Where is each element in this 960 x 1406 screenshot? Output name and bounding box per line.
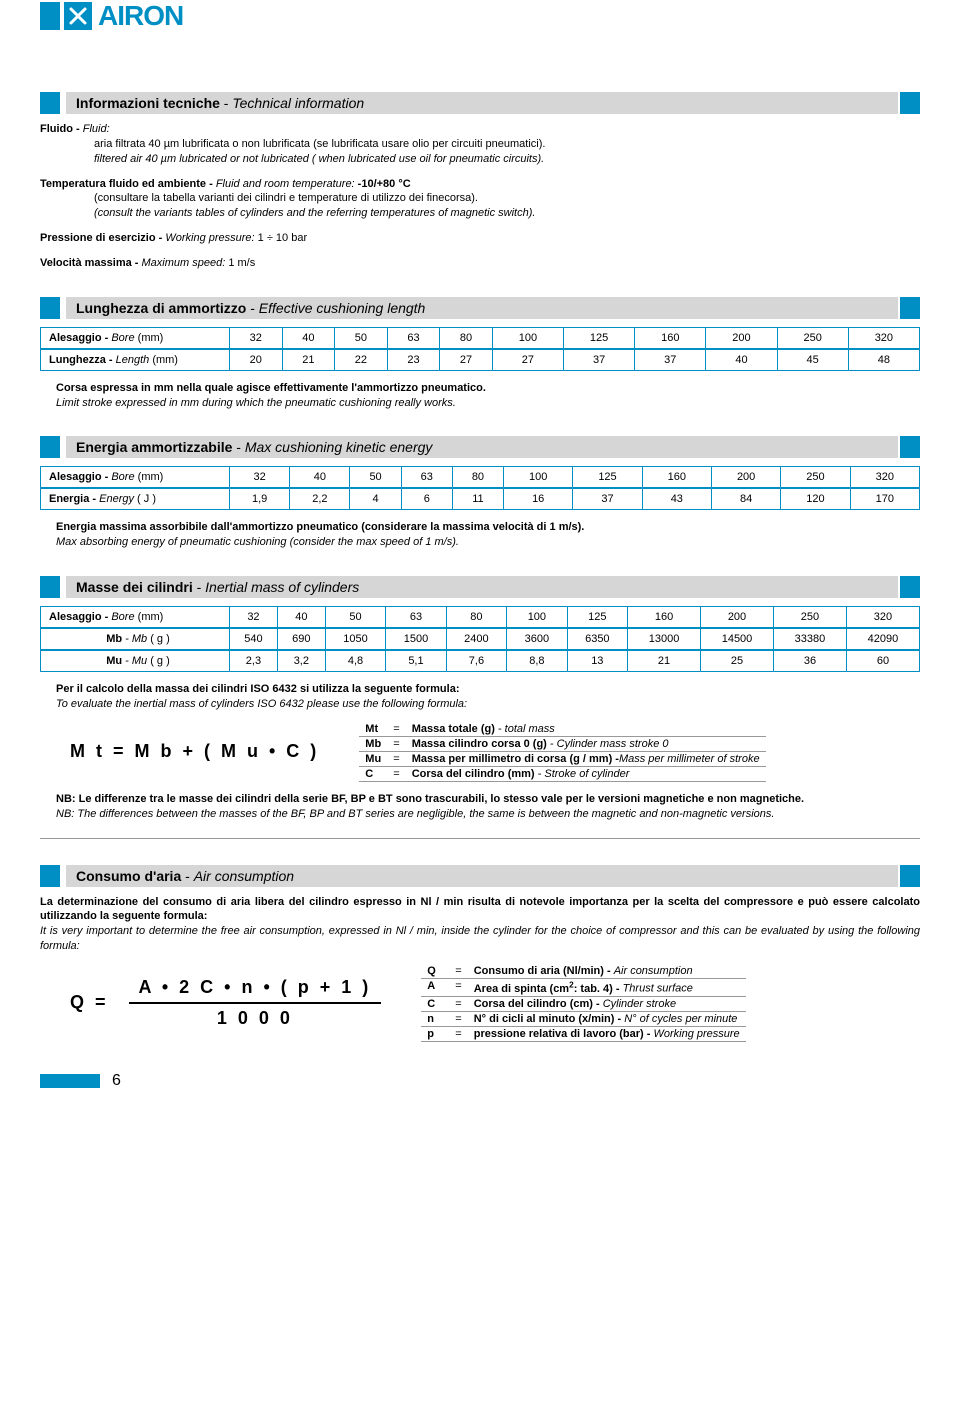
block-mass: Masse dei cilindri - Inertial mass of cy… — [40, 576, 920, 838]
section-header-mass: Masse dei cilindri - Inertial mass of cy… — [40, 576, 920, 598]
table-mass: Alesaggio - Bore (mm) 324050638010012516… — [40, 606, 920, 672]
section-header-air: Consumo d'aria - Air consumption — [40, 865, 920, 887]
formula-mass-wrap: M t = M b + ( M u • C ) Mt=Massa totale … — [70, 722, 920, 782]
logo-stripe — [40, 2, 60, 30]
note-mass-nb: NB: Le differenze tra le masse dei cilin… — [56, 792, 920, 822]
logo-text: AIRON — [98, 0, 183, 32]
legend-air: Q=Consumo di aria (Nl/min) - Air consump… — [421, 964, 745, 1042]
para-fluid: Fluido - Fluid: aria filtrata 40 µm lubr… — [40, 122, 920, 167]
note-mass-intro: Per il calcolo della massa dei cilindri … — [56, 682, 920, 712]
formula-air-wrap: Q = A • 2 C • n • ( p + 1 ) 1 0 0 0 Q=Co… — [70, 964, 920, 1042]
para-speed: Velocità massima - Maximum speed: 1 m/s — [40, 256, 920, 271]
block-energy: Energia ammortizzabile - Max cushioning … — [40, 436, 920, 550]
footer: 6 — [40, 1072, 920, 1090]
block-air: Consumo d'aria - Air consumption La dete… — [40, 865, 920, 1042]
table-row: Alesaggio - Bore (mm) 324050638010012516… — [40, 466, 920, 488]
page-number: 6 — [112, 1072, 121, 1090]
table-row: Lunghezza - Length (mm) 2021222327273737… — [40, 349, 920, 371]
section-header-energy: Energia ammortizzabile - Max cushioning … — [40, 436, 920, 458]
table-energy: Alesaggio - Bore (mm) 324050638010012516… — [40, 466, 920, 510]
section-title-ital: Technical information — [232, 95, 364, 111]
table-cushioning: Alesaggio - Bore (mm) 324050638010012516… — [40, 327, 920, 371]
table-row: Alesaggio - Bore (mm) 324050638010012516… — [40, 327, 920, 349]
block-technical-info: Informazioni tecniche - Technical inform… — [40, 92, 920, 271]
table-row: Mu - Mu ( g ) 2,33,24,85,17,68,813212536… — [40, 650, 920, 672]
table-row: Energia - Energy ( J ) 1,92,246111637438… — [40, 488, 920, 510]
section-title-bold: Informazioni tecniche — [76, 95, 220, 111]
para-temperature: Temperatura fluido ed ambiente - Fluid a… — [40, 177, 920, 222]
note-air-intro: La determinazione del consumo di aria li… — [40, 895, 920, 954]
note-cushion: Corsa espressa in mm nella quale agisce … — [56, 381, 920, 411]
block-cushioning: Lunghezza di ammortizzo - Effective cush… — [40, 297, 920, 411]
formula-air: Q = A • 2 C • n • ( p + 1 ) 1 0 0 0 — [70, 977, 381, 1029]
table-row: Alesaggio - Bore (mm) 324050638010012516… — [40, 606, 920, 628]
note-energy: Energia massima assorbibile dall'ammorti… — [56, 520, 920, 550]
logo-bar: AIRON — [40, 0, 920, 32]
legend-mass: Mt=Massa totale (g) - total mass Mb=Mass… — [359, 722, 765, 782]
table-row: Mb - Mb ( g ) 54069010501500240036006350… — [40, 628, 920, 650]
section-header-tech: Informazioni tecniche - Technical inform… — [40, 92, 920, 114]
logo-icon — [64, 2, 92, 30]
para-pressure: Pressione di esercizio - Working pressur… — [40, 231, 920, 246]
formula-mass: M t = M b + ( M u • C ) — [70, 741, 319, 762]
section-header-cushion: Lunghezza di ammortizzo - Effective cush… — [40, 297, 920, 319]
footer-stripe — [40, 1074, 100, 1088]
